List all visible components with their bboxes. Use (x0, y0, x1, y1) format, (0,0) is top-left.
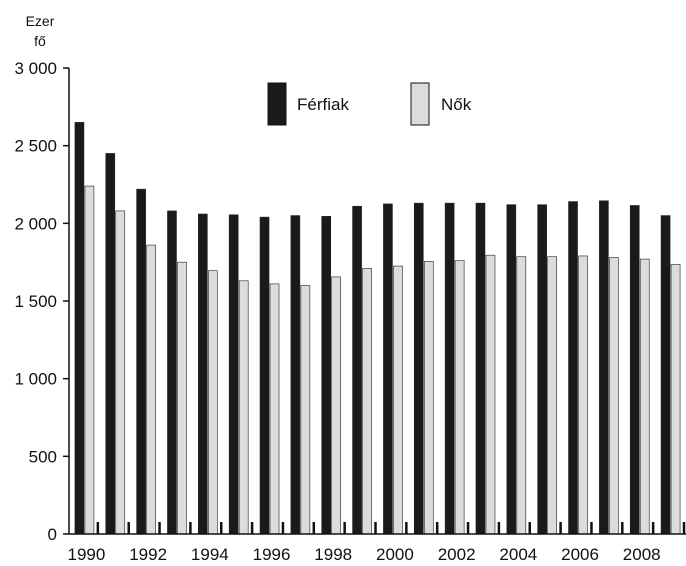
x-tick-label: 2000 (376, 545, 414, 564)
bar-ferfiak (660, 215, 671, 535)
bar-nok (115, 210, 126, 535)
x-tick-label: 1992 (129, 545, 167, 564)
y-tick-label: 2 000 (14, 214, 57, 233)
y-tick-label: 2 500 (14, 137, 57, 156)
bar-nok (670, 264, 681, 535)
bar-ferfiak (74, 122, 85, 535)
bar-ferfiak (198, 213, 208, 535)
bar-nok (177, 261, 187, 535)
x-tick-label: 1996 (253, 545, 291, 564)
bar-ferfiak (629, 205, 640, 535)
bar-nok (423, 261, 434, 535)
x-tick-label: 1990 (68, 545, 106, 564)
bar-ferfiak (568, 201, 578, 535)
bar-ferfiak (228, 214, 239, 535)
bar-ferfiak (383, 203, 393, 535)
legend-label-ferfiak: Férfiak (297, 95, 349, 114)
bars (74, 122, 681, 535)
legend-label-nok: Nők (441, 95, 472, 114)
bar-nok (454, 260, 465, 535)
bar-ferfiak (105, 153, 116, 535)
x-tick-label: 1994 (191, 545, 229, 564)
bar-ferfiak (321, 216, 332, 535)
bar-ferfiak (136, 188, 146, 535)
legend-swatch-nok (410, 82, 430, 126)
bar-nok (609, 257, 619, 535)
bar-nok (485, 254, 496, 535)
bar-ferfiak (290, 215, 301, 535)
y-tick-label: 1 000 (14, 370, 57, 389)
x-tick-label: 2002 (438, 545, 476, 564)
legend-swatch-ferfiak (267, 82, 287, 126)
bar-nok (238, 280, 249, 535)
x-axis: 1990 1992 1994 1996 1998 2000 2002 2004 2006 2008 (68, 522, 686, 564)
x-tick-label: 2004 (499, 545, 537, 564)
bar-nok (578, 255, 588, 535)
bar-nok (516, 256, 527, 535)
legend: Férfiak Nők (267, 82, 472, 126)
bar-nok (393, 265, 403, 535)
bar-nok (269, 283, 280, 535)
bar-nok (84, 185, 95, 535)
y-tick-label: 0 (48, 525, 57, 544)
bar-ferfiak (259, 216, 270, 535)
x-tick-label: 1998 (314, 545, 352, 564)
bar-nok (362, 268, 372, 535)
bar-nok (547, 256, 557, 535)
bar-nok (146, 244, 156, 535)
y-tick-label: 1 500 (14, 292, 57, 311)
bar-ferfiak (506, 204, 517, 535)
unit-label-line1: Ezer (26, 13, 55, 29)
bar-nok (639, 258, 650, 535)
bar-ferfiak (475, 202, 486, 535)
bar-nok (208, 270, 218, 535)
bar-nok (331, 276, 342, 535)
bar-ferfiak (413, 202, 424, 535)
y-tick-label: 3 000 (14, 59, 57, 78)
bar-ferfiak (167, 210, 177, 535)
x-tick-label: 2006 (561, 545, 599, 564)
y-axis: 0 500 1 000 1 500 2 000 2 500 3 000 (14, 59, 70, 544)
bar-ferfiak (599, 200, 609, 535)
x-tick-label: 2008 (623, 545, 661, 564)
bar-ferfiak (352, 205, 362, 535)
unit-label-line2: fő (34, 33, 46, 49)
bar-ferfiak (444, 202, 455, 535)
bar-ferfiak (537, 204, 547, 535)
y-tick-label: 500 (29, 447, 57, 466)
bar-nok (300, 285, 311, 535)
